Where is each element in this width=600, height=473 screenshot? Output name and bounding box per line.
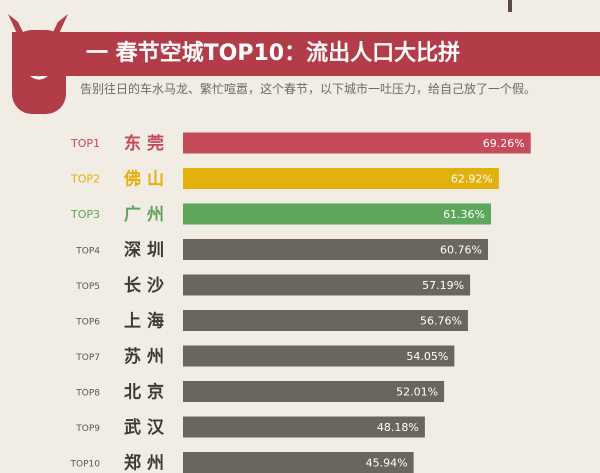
page-title: 一 春节空城TOP10：流出人口大比拼 bbox=[86, 41, 461, 66]
rank-label: TOP4 bbox=[75, 247, 100, 257]
rank-label: TOP6 bbox=[75, 318, 100, 328]
rank-label: TOP7 bbox=[75, 353, 100, 363]
bar bbox=[183, 168, 499, 189]
city-label: 佛 山 bbox=[123, 169, 164, 190]
bar bbox=[183, 345, 455, 367]
rank-label: TOP5 bbox=[75, 282, 100, 292]
rank-label: TOP2 bbox=[70, 173, 100, 186]
rank-label: TOP10 bbox=[70, 460, 101, 470]
top-divider-mark bbox=[508, 0, 512, 12]
rank-label: TOP1 bbox=[70, 137, 100, 150]
bar bbox=[183, 132, 531, 154]
bar bbox=[183, 203, 492, 225]
city-label: 东 莞 bbox=[124, 133, 164, 154]
value-label: 69.26% bbox=[483, 137, 525, 150]
subtitle-text: 告别往日的车水马龙、繁忙喧嚣，这个春节，以下城市一吐压力，给自己放了一个假。 bbox=[80, 82, 537, 96]
value-label: 62.92% bbox=[451, 173, 493, 186]
rank-label: TOP9 bbox=[75, 424, 100, 434]
value-label: 54.05% bbox=[406, 350, 448, 363]
bar bbox=[183, 310, 468, 331]
value-label: 57.19% bbox=[422, 279, 464, 292]
bar bbox=[183, 416, 425, 438]
city-label: 苏 州 bbox=[124, 346, 164, 367]
bar bbox=[183, 381, 445, 402]
bar bbox=[183, 452, 414, 473]
bar bbox=[183, 239, 489, 260]
city-label: 长 沙 bbox=[124, 275, 164, 296]
value-label: 52.01% bbox=[396, 386, 438, 399]
value-label: 48.18% bbox=[377, 421, 419, 434]
value-label: 56.76% bbox=[420, 315, 462, 328]
city-label: 上 海 bbox=[124, 311, 164, 332]
city-label: 深 圳 bbox=[124, 240, 164, 261]
city-label: 武 汉 bbox=[124, 417, 165, 438]
value-label: 45.94% bbox=[366, 457, 408, 470]
rank-label: TOP8 bbox=[75, 389, 100, 399]
title-banner: 一 春节空城TOP10：流出人口大比拼 bbox=[12, 32, 600, 76]
value-label: 60.76% bbox=[440, 244, 482, 257]
city-label: 郑 州 bbox=[124, 453, 164, 473]
value-label: 61.36% bbox=[443, 208, 485, 221]
city-label: 广 州 bbox=[124, 204, 164, 225]
bar-chart: TOP1 东 莞 69.26% TOP2 佛 山 62.92% TOP3 广 州 61.36% T… bbox=[70, 132, 531, 473]
rank-label: TOP3 bbox=[70, 208, 100, 221]
city-label: 北 京 bbox=[124, 382, 164, 403]
bar bbox=[183, 274, 471, 296]
